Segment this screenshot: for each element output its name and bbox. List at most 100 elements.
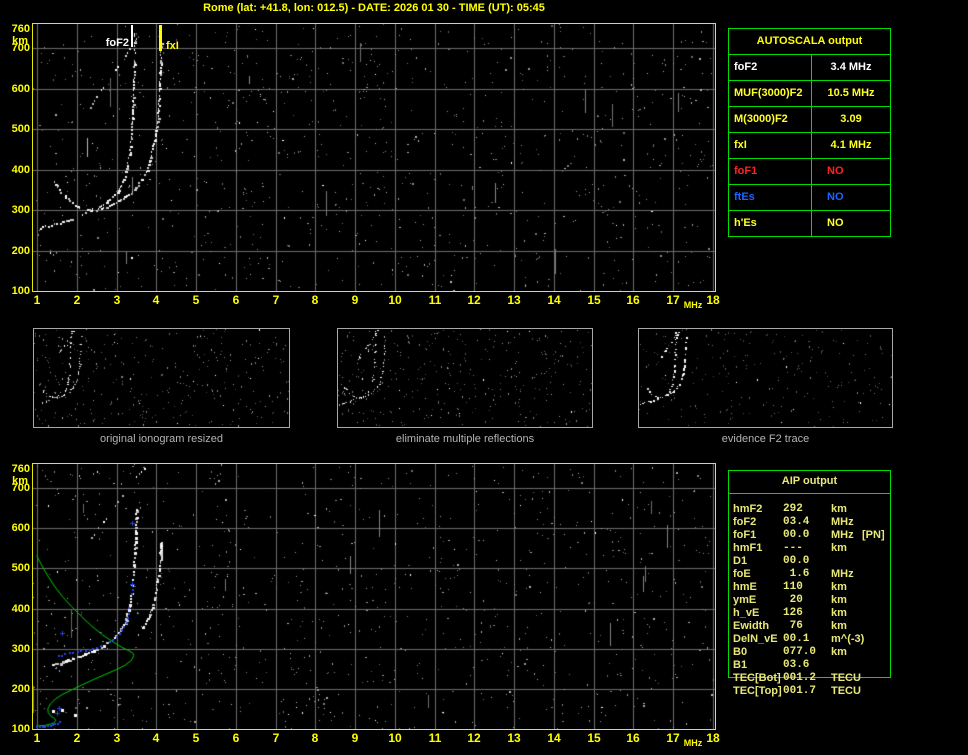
autoscala-output-table: AUTOSCALA output foF2 3.4 MHz MUF(3000)F… bbox=[728, 28, 891, 237]
y-axis-tick-label: 200 bbox=[11, 683, 30, 695]
y-axis-tick-label: 200 bbox=[11, 245, 30, 257]
table-row-ftEs: ftEs NO bbox=[729, 185, 890, 211]
aip-row-hmE: hmE 110 km bbox=[728, 581, 968, 594]
x-axis-tick-label: 12 bbox=[467, 731, 481, 745]
aip-cell: 03.4 bbox=[783, 516, 810, 528]
row-label: foF2 bbox=[729, 55, 812, 80]
x-axis-tick-label: 4 bbox=[152, 293, 160, 307]
x-axis-unit-label: MHz bbox=[683, 738, 703, 748]
aip-cell: 20 bbox=[783, 594, 803, 606]
x-axis-tick-label: 6 bbox=[232, 293, 240, 307]
foF2-marker-label: foF2 bbox=[105, 37, 129, 49]
aip-cell: m^(-3) bbox=[831, 633, 865, 645]
x-axis-tick-label: 7 bbox=[272, 293, 280, 307]
aip-cell: TECU bbox=[831, 672, 861, 684]
fxI-marker-line bbox=[159, 25, 162, 51]
aip-row-ymE: ymE 20 km bbox=[728, 594, 968, 607]
x-axis-tick-label: 8 bbox=[311, 731, 319, 745]
aip-row-hmF2: hmF2 292 km bbox=[728, 503, 968, 516]
aip-cell: km bbox=[831, 581, 847, 593]
row-label: M(3000)F2 bbox=[729, 107, 812, 132]
row-label: ftEs bbox=[729, 185, 812, 210]
thumbnail-canvas bbox=[639, 329, 892, 427]
y-axis-tick-label: 400 bbox=[11, 164, 30, 176]
aip-cell: B0 bbox=[733, 646, 748, 658]
aip-header-divider bbox=[728, 493, 891, 494]
y-axis-tick-label: 100 bbox=[11, 723, 30, 735]
y-axis-tick-label: 760 bbox=[11, 23, 30, 35]
y-axis-tick-label: 300 bbox=[11, 204, 30, 216]
x-axis-tick-label: 5 bbox=[192, 731, 200, 745]
aip-cell: 292 bbox=[783, 503, 803, 515]
table-row-fxI: fxI 4.1 MHz bbox=[729, 133, 890, 159]
aip-cell: MHz bbox=[831, 529, 854, 541]
x-axis-tick-label: 4 bbox=[152, 731, 160, 745]
aip-cell: 00.0 bbox=[783, 529, 810, 541]
row-value: 10.5 MHz bbox=[827, 87, 875, 99]
aip-cell: km bbox=[831, 607, 847, 619]
aip-row-foF1: foF1 00.0 MHz [PN] bbox=[728, 529, 968, 542]
aip-output-box bbox=[728, 470, 891, 678]
aip-row-D1: D1 00.0 bbox=[728, 555, 968, 568]
y-axis-unit-label: km bbox=[12, 35, 28, 47]
aip-cell: foF2 bbox=[733, 516, 757, 528]
y-axis-tick-label: 700 bbox=[11, 42, 30, 54]
x-axis-tick-label: 10 bbox=[388, 731, 402, 745]
x-axis-tick-label: 6 bbox=[232, 731, 240, 745]
row-value: NO bbox=[827, 191, 844, 203]
y-axis-tick-label: 500 bbox=[11, 123, 30, 135]
aip-cell: D1 bbox=[733, 555, 748, 567]
x-axis-tick-label: 14 bbox=[547, 731, 561, 745]
bottom-ionogram-canvas bbox=[33, 464, 715, 729]
x-axis-tick-label: 18 bbox=[706, 293, 720, 307]
x-axis-tick-label: 2 bbox=[73, 731, 81, 745]
aip-cell: TEC[Top] bbox=[733, 685, 782, 697]
aip-cell: DelN_vE bbox=[733, 633, 778, 645]
aip-cell: 00.0 bbox=[783, 555, 810, 567]
table-row-hpEs: h'Es NO bbox=[729, 211, 890, 236]
row-label: h'Es bbox=[729, 211, 812, 236]
x-axis-tick-label: 11 bbox=[428, 731, 442, 745]
x-axis-tick-label: 10 bbox=[388, 293, 402, 307]
x-axis-tick-label: 8 bbox=[311, 293, 319, 307]
y-axis-tick-label: 600 bbox=[11, 522, 30, 534]
row-label: MUF(3000)F2 bbox=[729, 81, 812, 106]
thumbnail-canvas bbox=[338, 329, 592, 427]
thumbnail-caption: evidence F2 trace bbox=[721, 433, 810, 445]
aip-cell: h_vE bbox=[733, 607, 760, 619]
x-axis-tick-label: 13 bbox=[507, 293, 521, 307]
row-value: 4.1 MHz bbox=[830, 139, 872, 151]
aip-cell: foE bbox=[733, 568, 751, 580]
thumbnail-canvas bbox=[34, 329, 289, 427]
y-axis-tick-label: 400 bbox=[11, 603, 30, 615]
x-axis-tick-label: 11 bbox=[428, 293, 442, 307]
aip-cell: 1.6 bbox=[783, 568, 810, 580]
x-axis-tick-label: 13 bbox=[507, 731, 521, 745]
aip-cell: 110 bbox=[783, 581, 803, 593]
aip-row-TEC[Top]: TEC[Top] 001.7 TECU bbox=[728, 685, 968, 698]
y-axis-unit-label: km bbox=[12, 475, 28, 487]
thumbnail-evidence-f2-trace bbox=[638, 328, 893, 428]
aip-cell: TECU bbox=[831, 685, 861, 697]
thumbnail-eliminate-reflections bbox=[337, 328, 593, 428]
page-title: Rome (lat: +41.8, lon: 012.5) - DATE: 20… bbox=[203, 2, 545, 14]
aip-table-title: AIP output bbox=[781, 475, 838, 487]
y-axis-tick-label: 300 bbox=[11, 643, 30, 655]
aip-row-hmF1: hmF1 --- km bbox=[728, 542, 968, 555]
x-axis-tick-label: 3 bbox=[113, 293, 121, 307]
x-axis-tick-label: 1 bbox=[33, 293, 41, 307]
aip-row-TEC[Bot]: TEC[Bot] 001.2 TECU bbox=[728, 672, 968, 685]
aip-row-B1: B1 03.6 bbox=[728, 659, 968, 672]
aip-cell: 03.6 bbox=[783, 659, 810, 671]
aip-row-Ewidth: Ewidth 76 km bbox=[728, 620, 968, 633]
x-axis-tick-label: 1 bbox=[33, 731, 41, 745]
aip-cell: B1 bbox=[733, 659, 748, 671]
y-axis-tick-label: 760 bbox=[11, 463, 30, 475]
x-axis-tick-label: 15 bbox=[587, 731, 601, 745]
row-label: foF1 bbox=[729, 159, 812, 184]
bottom-ionogram-plot bbox=[32, 463, 716, 730]
y-axis-tick-label: 500 bbox=[11, 562, 30, 574]
y-axis-tick-label: 100 bbox=[11, 285, 30, 297]
table-row-foF2: foF2 3.4 MHz bbox=[729, 55, 890, 81]
